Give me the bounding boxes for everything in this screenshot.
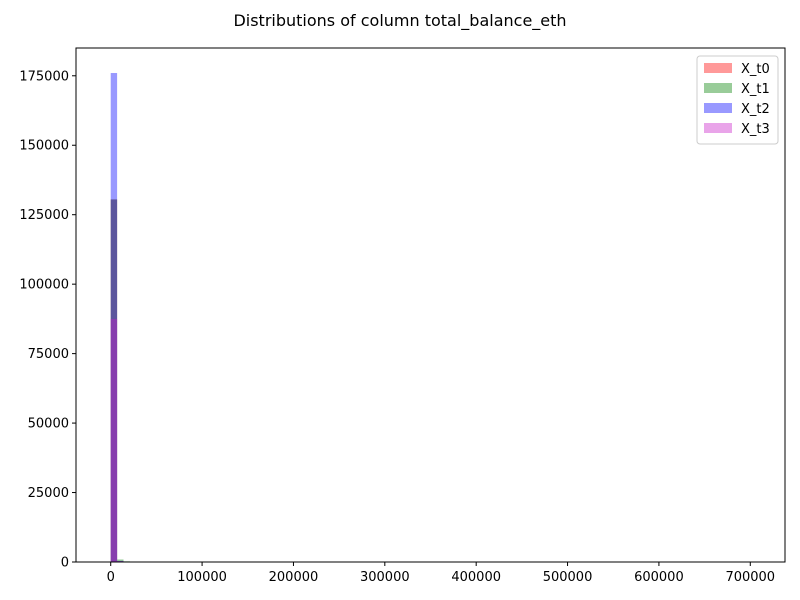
y-tick-label: 175000 bbox=[19, 69, 69, 84]
x-tick-label: 100000 bbox=[177, 570, 227, 585]
x-tick-label: 500000 bbox=[543, 570, 593, 585]
histogram-bar-X_t1-bin-1 bbox=[117, 559, 124, 562]
x-tick-label: 600000 bbox=[634, 570, 684, 585]
x-tick-label: 300000 bbox=[360, 570, 410, 585]
y-tick-label: 50000 bbox=[28, 417, 69, 432]
legend-label-X_t1: X_t1 bbox=[741, 82, 770, 97]
x-tick-label: 400000 bbox=[451, 570, 501, 585]
x-tick-label: 700000 bbox=[725, 570, 775, 585]
histogram-bar-X_t2-bin-0 bbox=[110, 73, 118, 562]
chart-title: Distributions of column total_balance_et… bbox=[233, 11, 566, 31]
y-tick-label: 100000 bbox=[19, 278, 69, 293]
y-tick-label: 125000 bbox=[19, 208, 69, 223]
legend: X_t0 X_t1 X_t2 X_t3 bbox=[696, 55, 779, 145]
axes-frame bbox=[75, 47, 786, 563]
y-tick-label: 150000 bbox=[19, 139, 69, 154]
histogram-bar-X_t3-bin-0 bbox=[110, 318, 118, 562]
x-tick-label: 200000 bbox=[269, 570, 319, 585]
legend-label-X_t0: X_t0 bbox=[741, 62, 770, 77]
legend-label-X_t2: X_t2 bbox=[741, 102, 770, 117]
y-tick-label: 75000 bbox=[28, 347, 69, 362]
y-tick-label: 0 bbox=[61, 556, 69, 571]
x-tick-label: 0 bbox=[107, 570, 115, 585]
y-tick-label: 25000 bbox=[28, 486, 69, 501]
legend-swatch-X_t3 bbox=[704, 123, 732, 133]
legend-box bbox=[696, 55, 779, 145]
histogram-bar-X_t2-bin-1 bbox=[117, 560, 124, 562]
legend-label-X_t3: X_t3 bbox=[741, 122, 770, 137]
histogram-bar-X_t1-bin-0 bbox=[110, 199, 118, 562]
x-axis: 0 100000 200000 300000 400000 500000 600000 700… bbox=[107, 562, 775, 585]
legend-swatch-X_t2 bbox=[704, 103, 732, 113]
legend-swatch-X_t1 bbox=[704, 83, 732, 93]
y-axis: 0 25000 50000 75000 100000 125000 150000 175000 bbox=[19, 69, 76, 571]
legend-swatch-X_t0 bbox=[704, 63, 732, 73]
histogram-bar-X_t0-bin-0 bbox=[110, 199, 118, 562]
